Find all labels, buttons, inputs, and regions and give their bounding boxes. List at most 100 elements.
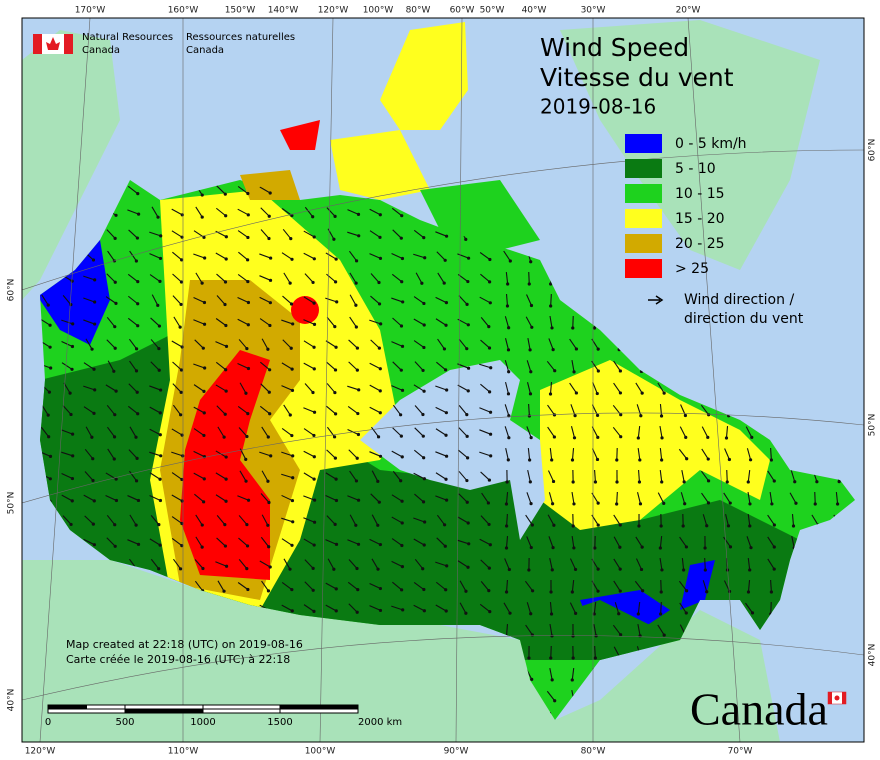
wind-arrow-head: [442, 347, 447, 351]
wind-arrow: [457, 539, 469, 545]
wind-arrow: [106, 339, 116, 349]
wind-arrow: [85, 426, 93, 438]
wind-arrow-head: [422, 477, 426, 481]
wind-arrow-head: [466, 366, 471, 370]
wordmark-flag: [827, 691, 847, 705]
wind-arrow-head: [727, 457, 731, 462]
legend: 0 - 5 km/h 5 - 10 10 - 15 15 - 20 20 - 25 > 2…: [625, 134, 747, 278]
wind-arrow-head: [596, 523, 600, 527]
wind-arrow-head: [574, 347, 578, 351]
wind-arrow-head: [421, 412, 425, 417]
wind-arrow-head: [356, 432, 361, 437]
wind-arrow-head: [47, 435, 51, 439]
wind-arrow-head: [772, 523, 776, 527]
wind-arrow-head: [549, 282, 553, 286]
wind-arrow: [106, 514, 116, 526]
wind-arrow-head: [48, 477, 52, 481]
wind-arrow-head: [400, 543, 404, 548]
wind-arrow: [413, 517, 425, 523]
wind-arrow: [149, 231, 161, 237]
zone: [380, 22, 468, 130]
wind-arrow: [790, 470, 796, 482]
wind-arrow: [260, 229, 270, 239]
wind-arrow-head: [268, 412, 272, 416]
wind-arrow: [525, 316, 533, 328]
wind-arrow-head: [421, 567, 425, 571]
wind-arrow: [193, 472, 205, 480]
wind-arrow-head: [378, 608, 383, 613]
wind-arrow: [237, 230, 249, 238]
wind-arrow-head: [571, 326, 575, 330]
wind-arrow-head: [794, 501, 798, 505]
wind-arrow-head: [357, 234, 361, 238]
wind-arrow-head: [400, 214, 404, 218]
wind-arrow: [281, 385, 293, 391]
wind-arrow-head: [399, 368, 403, 372]
wind-arrow-head: [593, 546, 597, 550]
wind-arrow-head: [550, 502, 555, 506]
credit: Map created at 22:18 (UTC) on 2019-08-16: [66, 638, 303, 651]
legend-swatch: [625, 184, 662, 203]
wind-arrow: [369, 451, 381, 457]
wind-arrow-head: [749, 546, 753, 550]
wind-arrow-head: [748, 458, 753, 462]
wind-arrow-head: [312, 609, 316, 613]
wind-arrow: [149, 451, 161, 457]
wind-arrow-head: [401, 608, 405, 612]
wind-arrow: [724, 448, 730, 460]
wind-arrow: [392, 404, 402, 416]
wind-arrow-head: [552, 413, 557, 417]
wind-arrow: [504, 360, 510, 372]
wind-arrow-head: [223, 280, 228, 284]
wind-arrow: [635, 536, 643, 548]
wind-arrow: [261, 470, 269, 482]
wind-arrow: [701, 426, 709, 438]
wind-arrow-head: [636, 436, 640, 440]
wind-arrow-head: [69, 522, 73, 527]
wind-arrow-head: [71, 322, 75, 326]
zone: [291, 296, 319, 324]
wind-arrow-head: [488, 543, 492, 547]
wind-arrow-head: [724, 436, 729, 440]
wind-arrow: [238, 537, 248, 547]
wind-arrow: [83, 385, 95, 391]
wind-arrow: [457, 384, 469, 392]
wind-arrow-head: [549, 612, 554, 616]
wind-arrow: [638, 469, 640, 483]
wind-arrow: [435, 318, 447, 326]
wind-arrow-head: [487, 390, 492, 394]
wind-arrow: [392, 317, 402, 327]
wind-arrow: [635, 382, 643, 394]
wind-arrow: [436, 251, 446, 261]
wind-arrow-head: [246, 258, 250, 262]
wind-arrow-head: [246, 323, 250, 327]
wind-arrow-head: [178, 325, 182, 329]
wind-arrow-head: [619, 413, 623, 417]
wind-arrow-head: [246, 213, 250, 217]
wind-arrow: [261, 338, 269, 350]
wind-arrow-head: [505, 480, 509, 484]
wind-arrow: [129, 514, 137, 526]
wind-arrow-head: [356, 588, 360, 592]
wind-arrow: [128, 229, 138, 239]
wind-arrow: [325, 252, 337, 260]
wind-arrow-head: [114, 213, 118, 217]
wind-arrow: [549, 381, 553, 395]
wind-arrow: [349, 470, 357, 482]
wind-arrow: [747, 557, 751, 571]
wind-arrow-head: [224, 344, 229, 348]
wind-arrow-head: [246, 498, 251, 502]
wind-arrow-head: [203, 256, 207, 260]
wind-arrow-head: [49, 366, 53, 370]
wind-arrow: [480, 471, 490, 481]
wind-arrow-head: [422, 345, 426, 350]
wind-arrow: [127, 209, 139, 215]
wind-arrow: [457, 516, 469, 524]
wind-arrow-head: [445, 498, 449, 502]
wind-arrow: [369, 406, 381, 414]
arrow-label: Wind direction /: [684, 292, 794, 308]
wind-arrow-head: [572, 370, 576, 374]
wind-arrow-head: [134, 435, 138, 439]
wind-arrow-head: [422, 587, 426, 592]
wind-arrow: [391, 273, 403, 283]
